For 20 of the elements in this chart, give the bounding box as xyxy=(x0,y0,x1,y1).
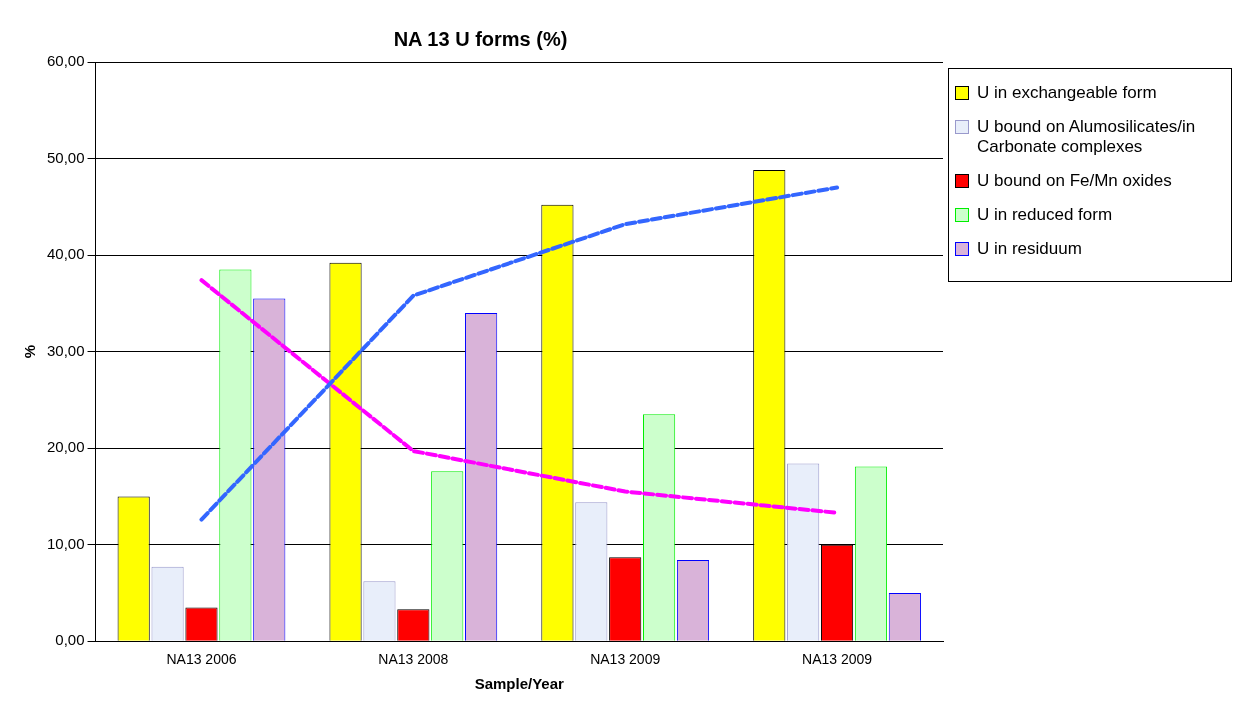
x-axis-title: Sample/Year xyxy=(474,675,565,693)
line-series xyxy=(199,185,840,522)
y-tick-label: 60,00 xyxy=(46,52,85,70)
legend-label: U bound on Alumosilicates/in Carbonate complexes xyxy=(977,117,1197,157)
y-tick-label: 10,00 xyxy=(46,534,85,552)
x-tick-label: NA13 2009 xyxy=(590,651,661,668)
y-tick-label: 0,00 xyxy=(55,631,85,649)
y-tick-label: 30,00 xyxy=(46,341,85,359)
y-axis-title: % xyxy=(21,344,39,359)
y-tick-label: 20,00 xyxy=(46,438,85,456)
chart-title: NA 13 U forms (%) xyxy=(393,27,568,50)
legend-label: U in residuum xyxy=(977,239,1082,259)
x-tick-label: NA13 2009 xyxy=(802,651,873,668)
y-tick-label: 50,00 xyxy=(46,148,85,166)
legend-label: U in reduced form xyxy=(977,205,1113,225)
y-tick-label: 40,00 xyxy=(46,245,85,263)
x-tick-label: NA13 2006 xyxy=(166,651,237,668)
x-tick-label: NA13 2008 xyxy=(378,651,449,668)
legend-label: U in exchangeable form xyxy=(977,83,1157,103)
legend-label: U bound on Fe/Mn oxides xyxy=(977,171,1172,191)
